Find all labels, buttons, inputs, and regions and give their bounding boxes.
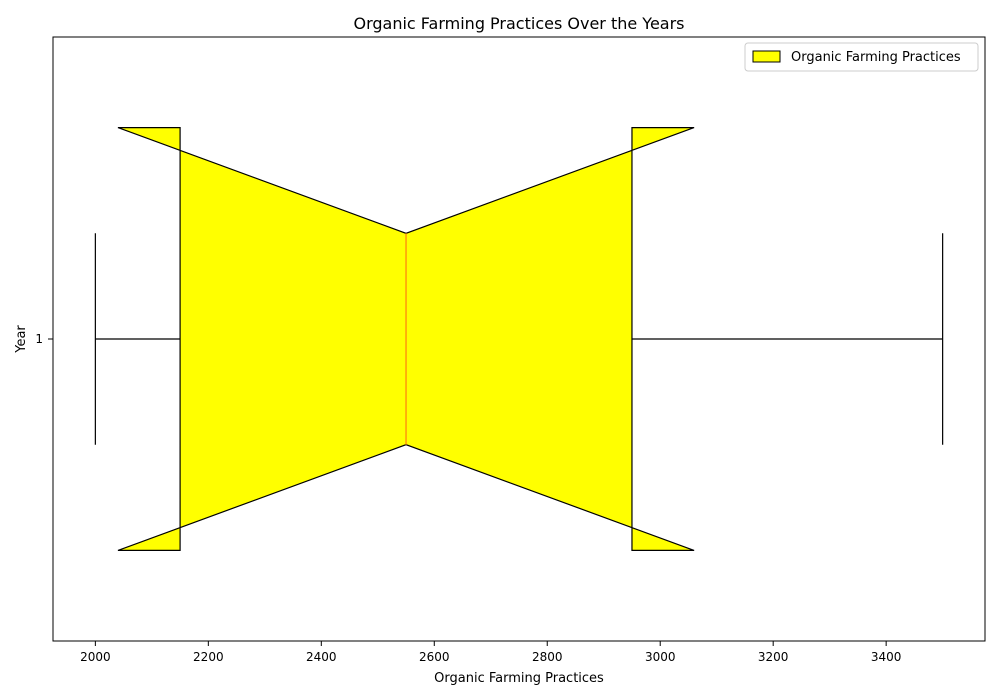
x-tick-label: 2800	[532, 650, 563, 664]
chart-title: Organic Farming Practices Over the Years	[353, 14, 684, 33]
x-tick-label: 2200	[193, 650, 224, 664]
x-tick-label: 3400	[871, 650, 902, 664]
y-axis-label: Year	[14, 325, 29, 354]
x-tick-label: 3200	[758, 650, 789, 664]
y-tick-label: 1	[35, 332, 43, 346]
legend: Organic Farming Practices	[744, 42, 979, 72]
x-tick-label: 2600	[419, 650, 450, 664]
x-tick-label: 2400	[306, 650, 337, 664]
legend-entry-label: Organic Farming Practices	[791, 50, 961, 65]
legend-swatch	[752, 50, 781, 63]
x-axis-label: Organic Farming Practices	[434, 671, 604, 686]
x-tick-label: 2000	[80, 650, 111, 664]
x-tick-label: 3000	[645, 650, 676, 664]
x-axis-ticks: 2000 2200 2400 2600 2800 3000 3200 3400	[80, 641, 901, 664]
legend-frame	[744, 42, 979, 72]
y-axis-ticks: 1	[35, 332, 53, 346]
plot-area	[94, 126, 944, 552]
